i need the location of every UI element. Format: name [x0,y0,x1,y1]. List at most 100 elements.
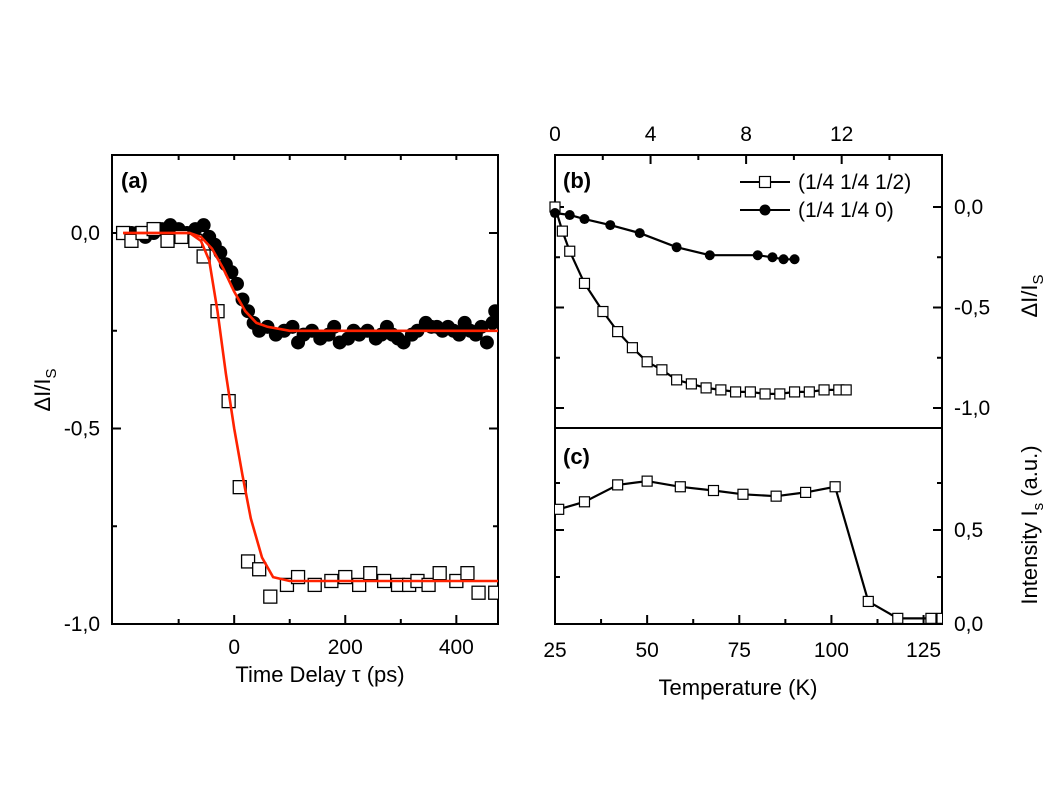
intensity-point [612,479,624,491]
intensity-point [892,612,904,624]
panel-c-label: (c) [563,444,590,469]
panel-b-label: (b) [563,168,591,193]
intensity-point [674,481,686,493]
panel-a: 0 200 400 0,0 -0,5 -1,0 (a) Time Delay τ (ps)… [30,154,499,687]
panel-b-y-tick-label: -0,5 [954,297,990,320]
series-1-4-1-4-0-point [704,250,715,261]
panel-c-frame [554,427,943,625]
series-1-4-1-4-0-point [634,228,645,239]
panel-a-frame [111,154,499,625]
series-1-4-1-4-1-2-point [363,566,378,581]
series-1-4-1-4-1-2-point [641,356,653,368]
panel-a-y-tick-label: 0,0 [71,222,100,245]
series-1-4-1-4-0-point [488,304,498,319]
series-1-4-1-4-1-2-point [556,225,568,237]
series-1-4-1-4-1-2-point [240,554,256,569]
intensity-point [800,486,812,498]
panel-b-y-tick-label: 0,0 [954,196,983,219]
series-1-4-1-4-1-2-point [263,589,278,604]
panel-a-x-axis-label: Time Delay τ (ps) [235,662,404,687]
panel-b-y-axis-label: ΔI/IS [1017,274,1047,317]
series-1-4-1-4-0-point [479,335,494,350]
panel-c-y-tick-label: 0,5 [954,519,983,542]
series-1-4-1-4-1-2-point [252,562,267,577]
series-1-4-1-4-0-point [605,220,616,231]
intensity-point [829,481,841,493]
intensity-point [707,484,720,497]
series-1-4-1-4-1-2-point [788,386,801,398]
intensity-line [558,479,942,620]
panel-b-top-tick-label: 0 [549,123,561,146]
panel-c-x-tick-label: 25 [543,639,566,662]
series-1-4-1-4-0-point [778,254,789,265]
series-1-4-1-4-1-2-point [700,382,712,394]
series-1-4-1-4-1-2-point [612,326,624,338]
series-1-4-1-4-0-point [671,242,682,253]
panel-c-x-tick-label: 125 [906,639,941,662]
series-1-4-1-4-1-2-point [597,305,609,318]
series-1-4-1-4-0-point [752,250,763,261]
series-1-4-1-4-1-2-point [626,342,639,354]
intensity-point [641,475,653,487]
panel-a-x-tick-label: 0 [228,636,240,659]
legend-entry-1: (1/4 1/4 1/2) [798,171,911,194]
panel-b-ticks: 0 4 8 12 0,0 -0,5 -1,0 [549,123,990,420]
panel-a-label: (a) [121,168,148,193]
series-1-4-1-4-1-2-point [759,388,771,400]
panel-a-ticks: 0 200 400 0,0 -0,5 -1,0 [64,155,498,659]
series-1-4-1-4-1-2-point [488,585,498,600]
series-1-4-1-4-1-2-point [685,378,697,390]
series-1-4-1-4-0-point [564,210,575,221]
panel-a-plot-area [115,218,498,604]
series-1-4-1-4-1-2-point [460,566,475,581]
panel-a-y-tick-label: -0,5 [64,418,100,441]
panel-a-x-tick-label: 400 [439,636,474,659]
panel-b-y-tick-label: -1,0 [954,397,990,420]
panel-b-top-tick-label: 12 [830,123,853,146]
panel-a-data [115,218,498,604]
panel-c-data [555,475,942,624]
panel-c-ticks: 25 50 75 100 125 0,0 0,5 [543,482,983,662]
legend-marker-1 [758,175,772,189]
series-1-4-1-4-1-2-point [729,386,742,398]
panel-c: 25 50 75 100 125 0,0 0,5 (c) Intensity Is (a.u… [543,427,1047,700]
intensity-point [737,488,749,500]
panel-a-y-axis-label: ΔI/IS [30,368,60,411]
legend: (1/4 1/4 1/2) (1/4 1/4 0) [740,171,911,222]
panel-b: 0 4 8 12 0,0 -0,5 -1,0 (b) ΔI/IS (1/4 1/4 1/2)… [549,123,1047,429]
panel-c-x-tick-label: 75 [728,639,751,662]
panel-c-x-tick-label: 100 [814,639,849,662]
series-1-4-1-4-1-2-point [803,386,815,398]
intensity-point [770,490,782,502]
intensity-point [925,612,937,624]
series-1-4-1-4-1-2-point [432,566,447,581]
series-1-4-1-4-1-2-point [160,233,175,248]
series-1-4-1-4-1-2-point [471,585,486,600]
legend-entry-2: (1/4 1/4 0) [798,199,894,222]
intensity-point [936,612,942,624]
series-1-4-1-4-0-point [235,292,250,307]
intensity-point [555,503,565,515]
series-1-4-1-4-1-2-point [578,277,591,289]
panel-c-y-tick-label: 0,0 [954,613,983,636]
series-1-4-1-4-1-2-point [715,384,727,396]
fit-curve-1-4-1-4-0 [123,231,498,333]
panel-c-plot-area [555,475,942,624]
panel-b-data [549,201,852,400]
panel-a-y-tick-label: -1,0 [64,613,100,636]
series-1-4-1-4-1-2-point [124,233,139,248]
intensity-point [578,496,591,508]
panel-c-x-tick-label: 50 [635,639,658,662]
series-1-4-1-4-0-point [579,214,590,225]
panel-b-top-tick-label: 8 [740,123,752,146]
panel-a-x-tick-label: 200 [328,636,363,659]
series-1-4-1-4-1-2-point [744,386,756,398]
series-1-4-1-4-0-point [767,252,778,263]
panel-c-y-axis-label: Intensity Is (a.u.) [1017,445,1047,604]
series-1-4-1-4-1-2-point [564,245,576,257]
fit-curve-1-4-1-4-1-2 [123,231,498,583]
series-1-4-1-4-0-point [550,208,560,219]
series-1-4-1-4-0-point [485,315,498,330]
series-1-4-1-4-1-2-point [656,364,668,376]
